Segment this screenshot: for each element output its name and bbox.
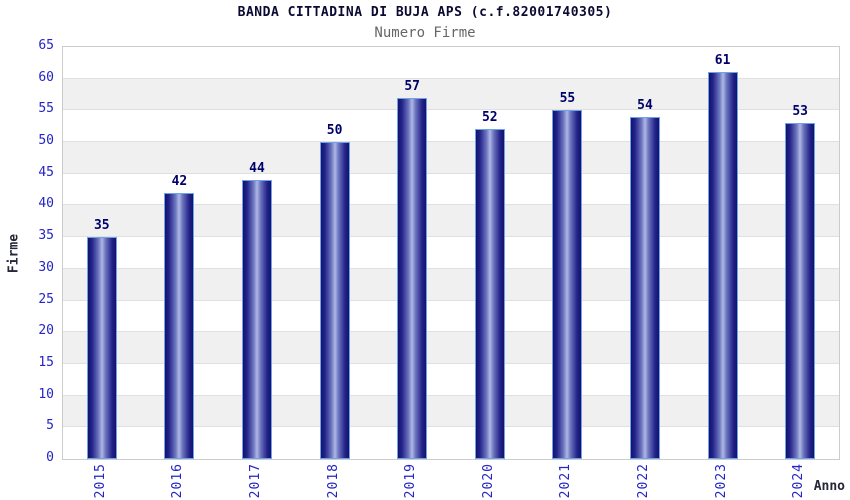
bar-2024 bbox=[785, 123, 816, 459]
bar-2020 bbox=[474, 129, 505, 459]
y-tick-label: 5 bbox=[46, 418, 54, 434]
x-tick-label: 2024 bbox=[791, 463, 807, 499]
bar-value-label: 52 bbox=[481, 110, 498, 126]
x-axis-title: Anno bbox=[813, 479, 845, 494]
bar-value-label: 55 bbox=[559, 91, 576, 107]
y-tick-label: 15 bbox=[38, 354, 54, 370]
y-tick-label: 60 bbox=[38, 69, 54, 85]
y-tick-label: 30 bbox=[38, 259, 54, 275]
gridline bbox=[63, 204, 839, 206]
y-tick-label: 65 bbox=[38, 38, 54, 53]
x-tick-label: 2018 bbox=[325, 463, 341, 499]
x-tick-label: 2015 bbox=[92, 463, 108, 499]
gridline bbox=[63, 426, 839, 428]
bar-2023 bbox=[707, 72, 738, 459]
x-tick-label: 2016 bbox=[170, 463, 186, 499]
bar-2015 bbox=[86, 237, 117, 459]
gridline bbox=[63, 394, 839, 396]
bar-value-label: 35 bbox=[93, 218, 110, 234]
y-tick-label: 25 bbox=[38, 291, 54, 307]
bar-value-label: 54 bbox=[637, 97, 653, 113]
y-tick-label: 0 bbox=[46, 450, 54, 465]
y-tick-label: 40 bbox=[38, 196, 54, 212]
bar-value-label: 50 bbox=[326, 123, 343, 139]
gridline bbox=[63, 331, 839, 333]
y-tick-label: 55 bbox=[38, 101, 54, 117]
gridline bbox=[63, 236, 839, 238]
y-tick-label: 45 bbox=[38, 164, 54, 180]
y-tick-label: 20 bbox=[38, 323, 54, 339]
gridline bbox=[63, 172, 839, 174]
gridline bbox=[63, 141, 839, 143]
bar-2017 bbox=[242, 180, 272, 459]
x-tick-label: 2019 bbox=[403, 463, 419, 499]
x-tick-label: 2023 bbox=[713, 463, 729, 499]
chart-subtitle: Numero Firme bbox=[374, 25, 476, 41]
bar-value-label: 42 bbox=[171, 173, 188, 189]
bar-2018 bbox=[319, 142, 350, 459]
plot-area: 35 42 44 50 57 52 55 54 61 53 bbox=[62, 46, 840, 460]
x-tick-label: 2022 bbox=[636, 463, 651, 499]
chart-title: BANDA CITTADINA DI BUJA APS (c.f.8200174… bbox=[237, 5, 613, 20]
gridline bbox=[63, 299, 839, 301]
bar-2016 bbox=[164, 192, 195, 459]
gridline bbox=[63, 267, 839, 269]
gridline bbox=[63, 362, 839, 364]
x-tick-label: 2021 bbox=[558, 463, 574, 499]
x-tick-label: 2017 bbox=[248, 463, 263, 499]
bar-2019 bbox=[397, 97, 428, 459]
bar-value-label: 44 bbox=[249, 161, 265, 177]
x-tick-label: 2020 bbox=[480, 463, 496, 499]
y-tick-label: 10 bbox=[38, 386, 54, 402]
y-tick-label: 50 bbox=[38, 133, 54, 149]
y-tick-label: 35 bbox=[38, 228, 54, 244]
gridline bbox=[63, 109, 839, 111]
gridline bbox=[63, 77, 839, 79]
bar-value-label: 61 bbox=[714, 53, 731, 69]
bar-value-label: 53 bbox=[792, 104, 809, 120]
bar-2021 bbox=[552, 110, 583, 459]
bar-2022 bbox=[630, 116, 660, 459]
bar-value-label: 57 bbox=[404, 78, 421, 94]
